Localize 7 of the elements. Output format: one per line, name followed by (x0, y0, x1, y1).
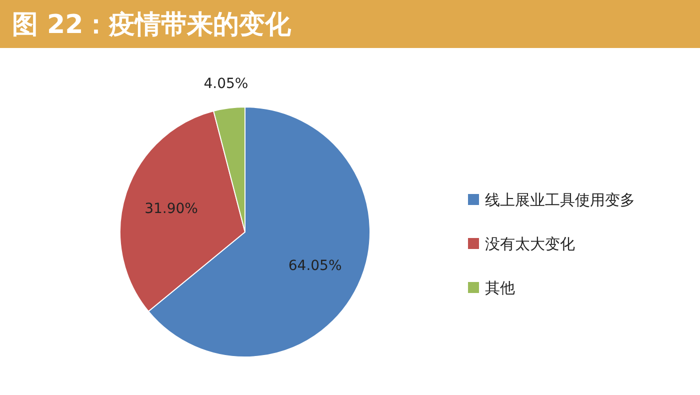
chart-title: 图 22：疫情带来的变化 (12, 10, 292, 40)
legend-label: 其他 (485, 279, 515, 297)
legend-label: 没有太大变化 (485, 235, 575, 253)
legend-label: 线上展业工具使用变多 (485, 191, 635, 209)
data-label: 4.05% (204, 76, 248, 92)
data-label: 31.90% (144, 201, 198, 218)
data-label: 64.05% (288, 258, 342, 274)
